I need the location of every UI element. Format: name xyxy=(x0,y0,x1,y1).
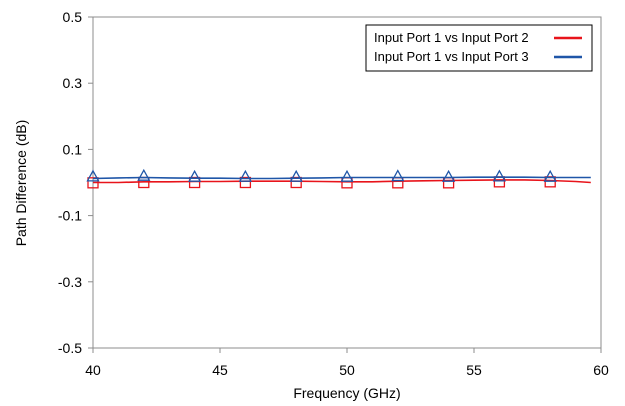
x-tick-label: 60 xyxy=(593,362,609,378)
legend-label-series-2: Input Port 1 vs Input Port 3 xyxy=(374,49,529,64)
y-tick-label: 0.5 xyxy=(63,9,83,25)
y-tick-label: 0.1 xyxy=(63,141,83,157)
series-2-marker xyxy=(137,168,151,181)
series-2-marker xyxy=(543,169,557,182)
series-1-marker xyxy=(239,176,252,189)
y-tick-label: -0.1 xyxy=(58,208,82,224)
y-axis-title: Path Difference (dB) xyxy=(13,120,29,247)
y-tick-label: 0.3 xyxy=(63,75,83,91)
x-tick-label: 40 xyxy=(85,362,101,378)
series-2-marker xyxy=(86,169,100,182)
x-tick-label: 45 xyxy=(212,362,228,378)
y-tick-label: -0.3 xyxy=(58,274,82,290)
legend: Input Port 1 vs Input Port 2 Input Port … xyxy=(365,24,593,72)
y-tick-label: -0.5 xyxy=(58,340,82,356)
series-2-line xyxy=(92,176,591,180)
series-2-marker xyxy=(391,169,405,182)
series-layer xyxy=(86,168,591,189)
series-2-marker xyxy=(442,169,456,182)
series-2-marker xyxy=(340,169,354,182)
series-2-marker xyxy=(188,169,202,182)
legend-box xyxy=(365,24,593,72)
x-axis: 40 45 50 55 60 xyxy=(85,348,609,378)
series-2-marker xyxy=(238,169,252,182)
x-tick-label: 50 xyxy=(339,362,355,378)
x-axis-title: Frequency (GHz) xyxy=(293,385,400,401)
series-2-marker xyxy=(492,169,506,182)
legend-label-series-1: Input Port 1 vs Input Port 2 xyxy=(374,30,529,45)
y-axis: 0.5 0.3 0.1 -0.1 -0.3 -0.5 xyxy=(58,9,93,356)
x-tick-label: 55 xyxy=(466,362,482,378)
series-2-marker xyxy=(289,169,303,182)
